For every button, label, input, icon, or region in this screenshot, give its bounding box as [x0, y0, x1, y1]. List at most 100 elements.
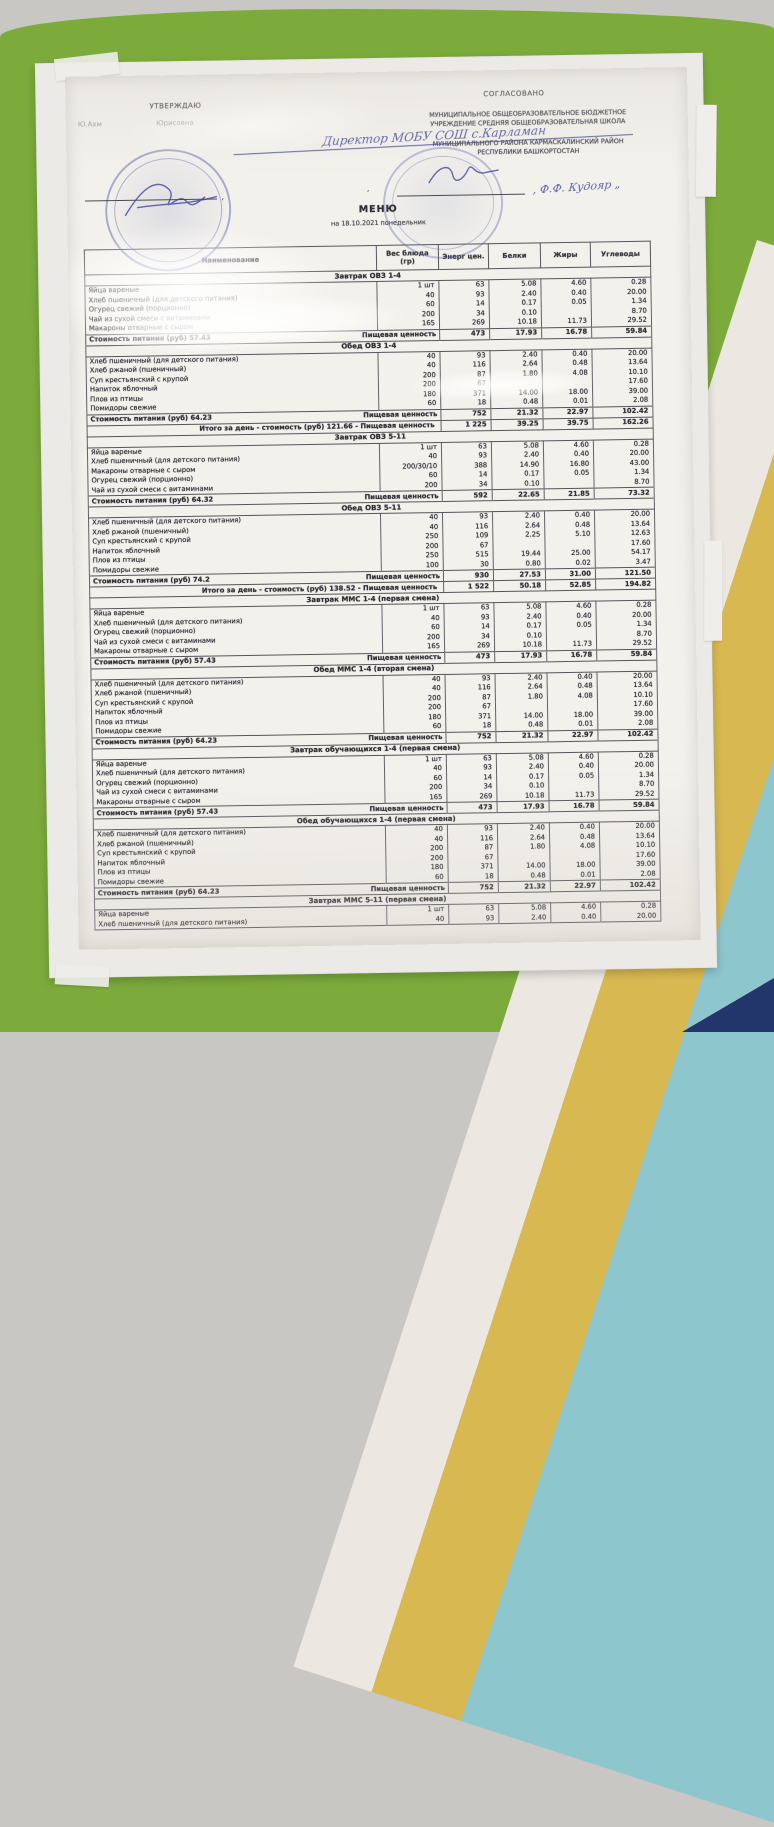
- dish-fat: 4.08: [550, 842, 600, 852]
- handwritten-name: , Ф.Ф. Кудояр „: [532, 178, 621, 197]
- cost-label: Стоимость питания (руб) 57.43: [89, 334, 211, 345]
- nutrition-total: 21.32: [491, 407, 543, 419]
- menu-document-content: УТВЕРЖДАЮ Ю.Ахм Юрисовна СОГЛАСОВАНО МУН…: [65, 67, 701, 950]
- dish-carbs: 2.08: [593, 396, 653, 407]
- dish-carbs: 12.63: [595, 529, 655, 539]
- dish-carbs: 29.52: [596, 639, 656, 650]
- dish-protein: 2.40: [492, 450, 544, 460]
- col-fat: Жиры: [540, 242, 590, 268]
- dish-weight: 200: [380, 480, 442, 491]
- agree-label: СОГЛАСОВАНО: [483, 89, 544, 98]
- cost-label: Стоимость питания (руб) 64.23: [95, 737, 217, 748]
- nutrition-total: 16.78: [549, 800, 599, 812]
- dish-energy: 63: [439, 280, 489, 291]
- dish-fat: 5.10: [545, 530, 595, 540]
- dish-protein: 0.80: [493, 559, 545, 570]
- dish-energy: 269: [447, 792, 497, 803]
- dish-carbs: 39.00: [600, 860, 660, 870]
- day-total-value: 39.75: [543, 418, 593, 430]
- dish-carbs: 0.28: [591, 277, 651, 288]
- dish-energy: 515: [443, 550, 493, 560]
- cost-label: Стоимость питания (руб) 64.32: [92, 495, 214, 506]
- dish-protein: 1.80: [498, 842, 550, 852]
- dish-energy: 269: [444, 641, 494, 652]
- dish-weight: 1 шт: [387, 904, 449, 915]
- nutrition-total: 752: [448, 882, 498, 894]
- dish-carbs: 2.08: [598, 719, 658, 730]
- dish-protein: 2.25: [493, 530, 545, 540]
- day-total-value: 39.25: [491, 418, 543, 430]
- dish-protein: 1.80: [495, 692, 547, 702]
- dish-carbs: 8.70: [599, 780, 659, 790]
- day-total-value: 1 522: [444, 581, 494, 593]
- dish-fat: 11.73: [541, 317, 591, 328]
- dish-carbs: 13.64: [592, 358, 652, 368]
- dish-carbs: 29.52: [591, 316, 651, 327]
- dish-protein: 2.64: [495, 682, 547, 692]
- dish-carbs: 17.60: [592, 377, 652, 387]
- dish-protein: 0.48: [498, 871, 550, 882]
- dish-carbs: 20.00: [594, 509, 654, 520]
- dish-fat: 4.08: [542, 368, 592, 378]
- dish-energy: 63: [449, 904, 499, 915]
- dish-protein: 5.08: [489, 279, 541, 290]
- dish-protein: 2.64: [490, 359, 542, 369]
- dish-fat: 0.05: [546, 621, 596, 631]
- nutrition-total: 752: [446, 731, 496, 743]
- dish-energy: 18: [446, 721, 496, 732]
- dish-protein: 10.18: [497, 791, 549, 802]
- nutrition-total: 73.32: [594, 487, 654, 499]
- nutrition-label: Пищевая ценность: [366, 572, 440, 582]
- dish-weight: 165: [383, 642, 445, 653]
- nutrition-total: 17.93: [495, 650, 547, 662]
- document-header: УТВЕРЖДАЮ Ю.Ахм Юрисовна СОГЛАСОВАНО МУН…: [65, 67, 690, 250]
- dish-weight: 40: [385, 824, 447, 835]
- nutrition-total: 31.00: [545, 568, 595, 580]
- dish-carbs: 0.28: [601, 901, 661, 912]
- dish-fat: 0.40: [544, 510, 594, 521]
- dish-weight: 40: [387, 914, 449, 925]
- dish-weight: 100: [381, 560, 443, 571]
- dish-protein: 5.08: [499, 903, 551, 914]
- dish-energy: 87: [448, 843, 498, 853]
- dish-carbs: 3.47: [595, 557, 655, 568]
- dish-carbs: 29.52: [599, 789, 659, 800]
- dish-protein: 2.40: [499, 913, 551, 924]
- tape-strip: [696, 105, 717, 197]
- dish-energy: 93: [446, 763, 496, 773]
- dish-fat: 0.05: [544, 469, 594, 479]
- dish-weight: 60: [380, 471, 442, 481]
- nutrition-total: 21.32: [496, 730, 548, 742]
- dish-weight: 200: [385, 783, 447, 793]
- photo-scene: УТВЕРЖДАЮ Ю.Ахм Юрисовна СОГЛАСОВАНО МУН…: [0, 0, 774, 1032]
- dish-energy: 93: [442, 512, 492, 523]
- dish-weight: 40: [380, 512, 442, 523]
- day-total-value: 1 225: [441, 419, 491, 431]
- dish-weight: 200: [378, 380, 440, 390]
- dish-fat: 0.48: [542, 359, 592, 369]
- dish-fat: 0.40: [548, 762, 598, 772]
- dish-energy: 14: [444, 622, 494, 632]
- menu-document: УТВЕРЖДАЮ Ю.Ахм Юрисовна СОГЛАСОВАНО МУН…: [65, 67, 701, 950]
- dish-protein: 2.40: [496, 762, 548, 772]
- dish-weight: 165: [385, 792, 447, 803]
- dish-energy: 116: [440, 360, 490, 370]
- dish-carbs: 20.00: [599, 821, 659, 832]
- nutrition-total: 21.32: [498, 881, 550, 893]
- nutrition-label: Пищевая ценность: [363, 410, 437, 420]
- dish-energy: 34: [442, 480, 492, 491]
- dish-energy: 67: [445, 702, 495, 712]
- dish-fat: 0.01: [550, 870, 600, 881]
- dish-protein: 0.17: [494, 621, 546, 631]
- dish-energy: 18: [448, 872, 498, 883]
- dish-protein: 0.10: [492, 479, 544, 490]
- dish-energy: 63: [444, 603, 494, 614]
- dish-weight: 250: [381, 532, 443, 542]
- dish-weight: 1 шт: [382, 603, 444, 614]
- dish-carbs: 13.64: [597, 681, 657, 691]
- dish-fat: 11.73: [546, 640, 596, 651]
- dish-energy: 93: [449, 914, 499, 925]
- dish-carbs: 20.00: [593, 449, 653, 459]
- signature-line: [397, 182, 525, 197]
